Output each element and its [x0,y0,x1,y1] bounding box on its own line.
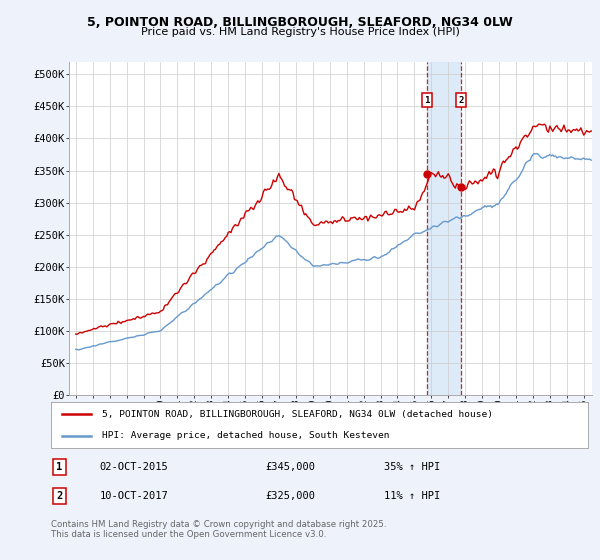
Text: 2: 2 [458,96,464,105]
Text: HPI: Average price, detached house, South Kesteven: HPI: Average price, detached house, Sout… [102,431,389,440]
Text: £345,000: £345,000 [266,462,316,472]
Text: Contains HM Land Registry data © Crown copyright and database right 2025.
This d: Contains HM Land Registry data © Crown c… [51,520,386,539]
Text: 2: 2 [56,491,62,501]
Text: 5, POINTON ROAD, BILLINGBOROUGH, SLEAFORD, NG34 0LW (detached house): 5, POINTON ROAD, BILLINGBOROUGH, SLEAFOR… [102,410,493,419]
Text: 11% ↑ HPI: 11% ↑ HPI [384,491,440,501]
Text: 35% ↑ HPI: 35% ↑ HPI [384,462,440,472]
Text: 1: 1 [56,462,62,472]
Text: 02-OCT-2015: 02-OCT-2015 [100,462,168,472]
Text: 1: 1 [424,96,430,105]
Text: £325,000: £325,000 [266,491,316,501]
Text: Price paid vs. HM Land Registry's House Price Index (HPI): Price paid vs. HM Land Registry's House … [140,27,460,37]
Text: 5, POINTON ROAD, BILLINGBOROUGH, SLEAFORD, NG34 0LW: 5, POINTON ROAD, BILLINGBOROUGH, SLEAFOR… [87,16,513,29]
Text: 10-OCT-2017: 10-OCT-2017 [100,491,168,501]
Bar [427,62,461,395]
